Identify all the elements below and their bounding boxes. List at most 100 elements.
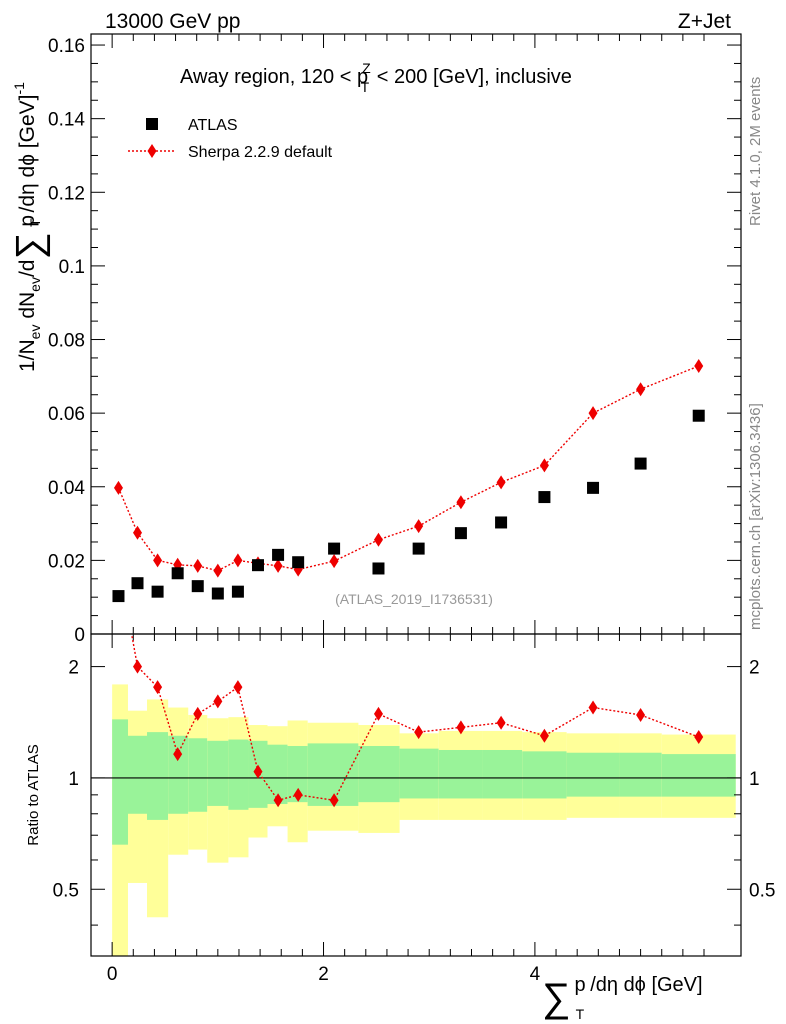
- band-inner: [168, 735, 189, 814]
- data-point: [112, 590, 125, 603]
- ratio-mc-point: [496, 715, 506, 730]
- ratio-mc-point: [694, 730, 704, 745]
- band-inner: [358, 745, 400, 803]
- mc-point: [133, 525, 143, 540]
- mc-point: [414, 519, 424, 534]
- data-point: [587, 481, 600, 494]
- band-inner: [522, 751, 567, 799]
- mc-point: [213, 563, 223, 578]
- ratio-mc-point: [193, 706, 203, 721]
- main-ytick-label: 0.12: [48, 183, 85, 204]
- data-point: [328, 542, 341, 555]
- main-ytick-label: 0.04: [48, 478, 85, 499]
- main-title: Away region, 120 < pZ T < 200 [GeV], incl…: [180, 60, 572, 95]
- data-point: [171, 567, 184, 580]
- data-point: [495, 516, 508, 529]
- rivet-label: Rivet 4.1.0, 2M events: [747, 77, 764, 226]
- data-point: [131, 577, 144, 590]
- mc-point: [373, 532, 383, 547]
- main-ytick-label: 0.02: [48, 551, 85, 572]
- header-left: 13000 GeV pp: [105, 10, 240, 33]
- band-inner: [188, 738, 208, 812]
- band-inner: [287, 745, 308, 803]
- data-point: [151, 585, 164, 598]
- data-point: [634, 457, 647, 470]
- data-point: [272, 548, 285, 561]
- data-point: [412, 542, 425, 555]
- ratio-ytick-label: 0.5: [53, 880, 79, 901]
- main-ytick-label: 0.06: [48, 404, 85, 425]
- mc-point: [496, 475, 506, 490]
- ratio-mc-point: [133, 659, 143, 674]
- ratio-ylabel: Ratio to ATLAS: [25, 744, 42, 845]
- band-inner: [661, 754, 736, 797]
- mc-point: [694, 359, 704, 374]
- ratio-ytick-label: 2: [68, 658, 79, 679]
- mc-point: [329, 554, 339, 569]
- main-ytick-label: 0.16: [48, 36, 85, 57]
- band-inner: [438, 749, 483, 799]
- data-point: [372, 562, 385, 575]
- analysis-watermark: (ATLAS_2019_I1736531): [335, 591, 493, 607]
- mc-point: [193, 558, 203, 573]
- data-point: [211, 587, 224, 600]
- mc-point: [233, 553, 243, 568]
- ratio-frame: [90, 633, 742, 957]
- ratio-mc-point: [588, 700, 598, 715]
- ratio-ytick-label: 1: [68, 769, 79, 790]
- xlabel: ∑ p T/dη dϕ [GeV]: [542, 974, 703, 1022]
- ratio-mc-point: [293, 787, 303, 802]
- mc-point: [273, 558, 283, 573]
- data-point: [454, 527, 467, 540]
- main-panel: 0 0.02 0.04 0.06 0.08 0.1 0.12 0.14 0.16: [48, 34, 741, 646]
- ratio-ytick-label-right: 2: [749, 658, 760, 679]
- mc-point: [636, 382, 646, 397]
- legend-atlas-marker: [146, 118, 158, 130]
- band-inner: [228, 739, 249, 810]
- band-inner: [566, 752, 620, 797]
- xtick-label: 2: [318, 964, 329, 985]
- main-ytick-label: 0.08: [48, 331, 85, 352]
- band-inner: [399, 748, 439, 799]
- data-point: [538, 491, 551, 504]
- band-inner: [112, 719, 128, 845]
- ratio-mc-point: [636, 707, 646, 722]
- xtick-label: 0: [107, 964, 118, 985]
- ratio-panel: 0.5 0.5 1 1 2 2 0 2 4: [53, 634, 775, 985]
- ratio-mc-point: [153, 680, 163, 695]
- ratio-mc-point: [456, 720, 466, 735]
- legend-sherpa-label: Sherpa 2.2.9 default: [188, 144, 333, 161]
- main-ylabel: 1/Nev dNev/d∑ pT /dη dϕ [GeV]-1: [9, 82, 51, 372]
- band-inner: [267, 744, 288, 805]
- ratio-mc-point: [373, 706, 383, 721]
- main-ytick-label: 0.14: [48, 110, 85, 131]
- xtick-label: 4: [530, 964, 541, 985]
- legend: ATLAS Sherpa 2.2.9 default: [128, 117, 333, 161]
- ratio-mc-group: [130, 634, 704, 808]
- ratio-ytick-label-right: 1: [749, 769, 760, 790]
- data-point: [191, 580, 204, 593]
- band-inner: [482, 749, 523, 799]
- mc-point: [153, 553, 163, 568]
- mc-line: [117, 365, 699, 572]
- data-point: [292, 556, 305, 569]
- mc-point: [588, 406, 598, 421]
- mc-point: [456, 495, 466, 510]
- ratio-mc-point: [273, 793, 283, 808]
- ratio-mc-point: [233, 680, 243, 695]
- ratio-mc-point: [173, 747, 183, 762]
- ratio-ytick-label-right: 0.5: [749, 880, 775, 901]
- mcplots-label: mcplots.cern.ch [arXiv:1306.3436]: [747, 403, 764, 630]
- band-inner: [619, 752, 662, 797]
- mc-point: [113, 480, 123, 495]
- band-inner: [207, 740, 229, 806]
- main-ytick-label: 0.1: [59, 257, 85, 278]
- ratio-mc-point: [213, 694, 223, 709]
- ratio-mc-point: [414, 725, 424, 740]
- data-point: [692, 409, 705, 422]
- mc-point: [539, 458, 549, 473]
- band-inner: [147, 732, 169, 820]
- ratio-mc-point: [329, 793, 339, 808]
- ratio-mc-point: [253, 764, 263, 779]
